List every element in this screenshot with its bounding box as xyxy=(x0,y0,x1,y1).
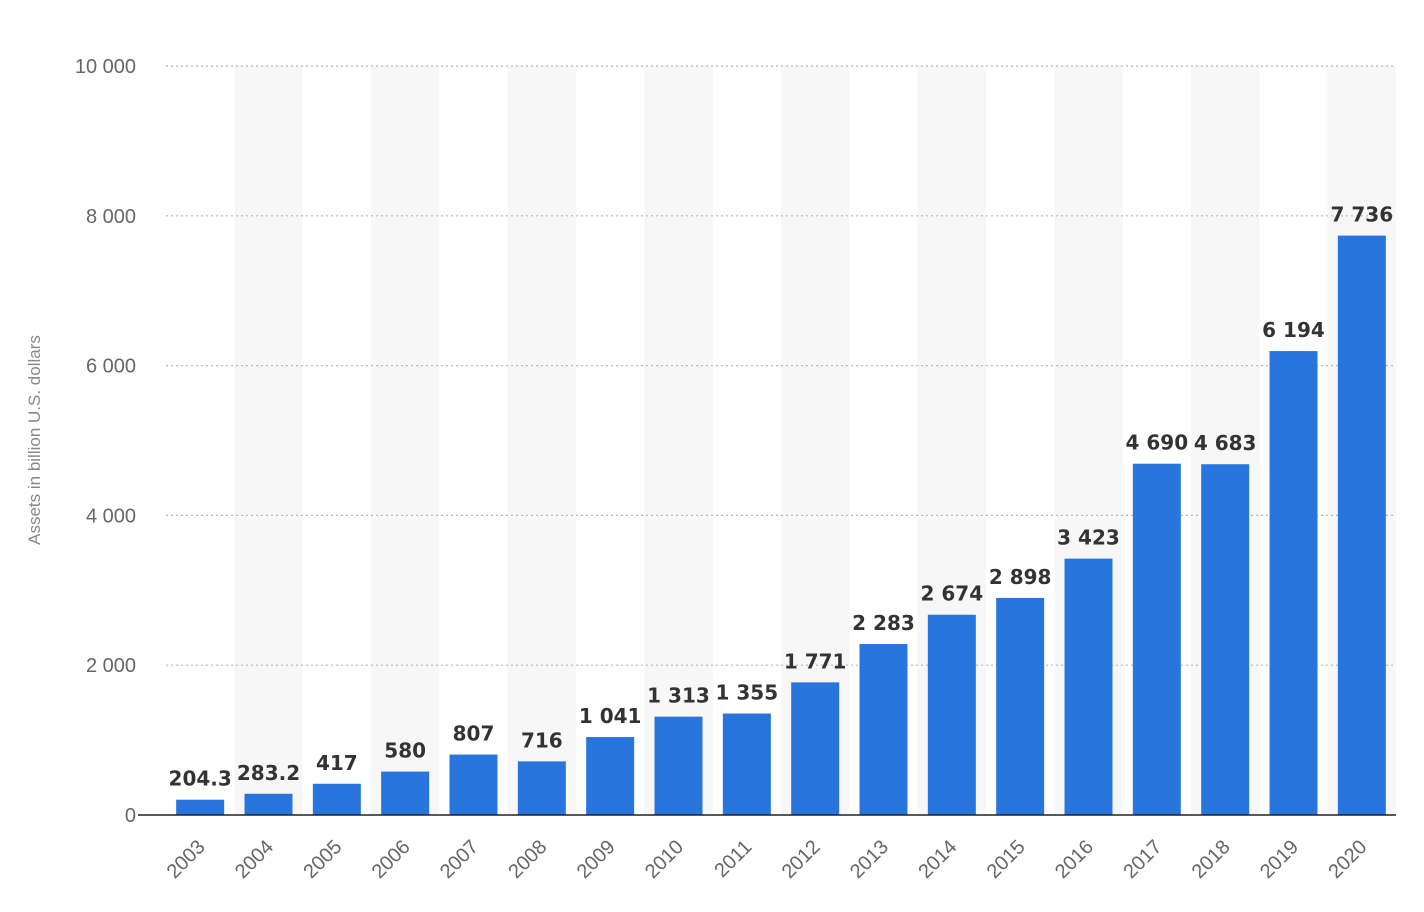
x-tick-label: 2011 xyxy=(710,836,756,882)
y-tick-label: 10 000 xyxy=(75,56,136,78)
bar xyxy=(927,614,976,815)
data-label: 204.3 xyxy=(169,767,232,791)
x-tick-label: 2017 xyxy=(1119,836,1166,883)
data-label: 417 xyxy=(316,751,358,775)
x-tick-label: 2010 xyxy=(641,836,688,883)
bar xyxy=(381,771,430,815)
data-label: 7 736 xyxy=(1331,203,1394,227)
bar xyxy=(1064,558,1113,815)
x-tick-label: 2003 xyxy=(163,836,210,883)
x-tick-label: 2018 xyxy=(1188,836,1235,883)
data-label: 1 355 xyxy=(716,681,779,705)
bar xyxy=(654,716,703,815)
bar xyxy=(1132,463,1181,815)
x-tick-label: 2020 xyxy=(1324,836,1371,883)
x-tick-label: 2006 xyxy=(368,836,415,883)
bar xyxy=(1201,464,1250,815)
data-label: 4 690 xyxy=(1126,431,1189,455)
column-stripe xyxy=(644,66,713,815)
x-tick-label: 2014 xyxy=(914,836,961,883)
gridlines xyxy=(166,65,1396,666)
bar xyxy=(1269,351,1318,815)
data-label: 1 313 xyxy=(647,684,710,708)
bar xyxy=(176,799,225,815)
bar xyxy=(722,713,771,815)
bar xyxy=(996,597,1045,815)
bar xyxy=(1337,235,1386,815)
x-tick-label: 2004 xyxy=(231,836,278,883)
x-axis-ticks: 2003 2004 2005 2006 2007 2008 2009 2010 2011 2012… xyxy=(163,836,1372,883)
y-axis-title: Assets in billion U.S. dollars xyxy=(25,335,44,545)
x-tick-label: 2005 xyxy=(299,836,346,883)
bar xyxy=(449,754,498,815)
bar xyxy=(859,644,908,815)
x-tick-label: 2016 xyxy=(1051,836,1098,883)
column-stripe xyxy=(371,66,440,815)
x-tick-label: 2008 xyxy=(504,836,551,883)
y-axis-ticks: 0 2 000 4 000 6 000 8 000 10 000 xyxy=(75,56,136,827)
data-label: 283.2 xyxy=(237,761,300,785)
data-label: 580 xyxy=(384,739,426,763)
bar xyxy=(312,783,361,815)
data-label: 2 283 xyxy=(852,611,915,635)
x-tick-label: 2012 xyxy=(778,836,825,883)
data-label: 716 xyxy=(521,728,563,752)
data-label: 4 683 xyxy=(1194,431,1257,455)
data-label: 3 423 xyxy=(1057,526,1120,550)
x-tick-label: 2015 xyxy=(983,836,1030,883)
bar xyxy=(517,761,566,815)
data-label: 807 xyxy=(453,722,495,746)
data-label: 2 674 xyxy=(921,582,984,606)
column-stripe xyxy=(507,66,576,815)
y-tick-label: 4 000 xyxy=(86,505,136,527)
y-tick-label: 0 xyxy=(125,805,136,827)
bar xyxy=(244,793,293,815)
data-label: 1 041 xyxy=(579,704,642,728)
data-label: 2 898 xyxy=(989,565,1052,589)
x-tick-label: 2019 xyxy=(1256,836,1303,883)
x-tick-label: 2007 xyxy=(436,836,483,883)
data-label: 1 771 xyxy=(784,649,847,673)
y-tick-label: 2 000 xyxy=(86,655,136,677)
data-label: 6 194 xyxy=(1262,318,1325,342)
y-tick-label: 8 000 xyxy=(86,206,136,228)
x-tick-label: 2013 xyxy=(846,836,893,883)
x-tick-label: 2009 xyxy=(573,836,620,883)
y-tick-label: 6 000 xyxy=(86,356,136,378)
bar xyxy=(586,737,635,815)
column-stripe xyxy=(234,66,303,815)
bars xyxy=(176,235,1386,815)
bar xyxy=(791,682,840,815)
